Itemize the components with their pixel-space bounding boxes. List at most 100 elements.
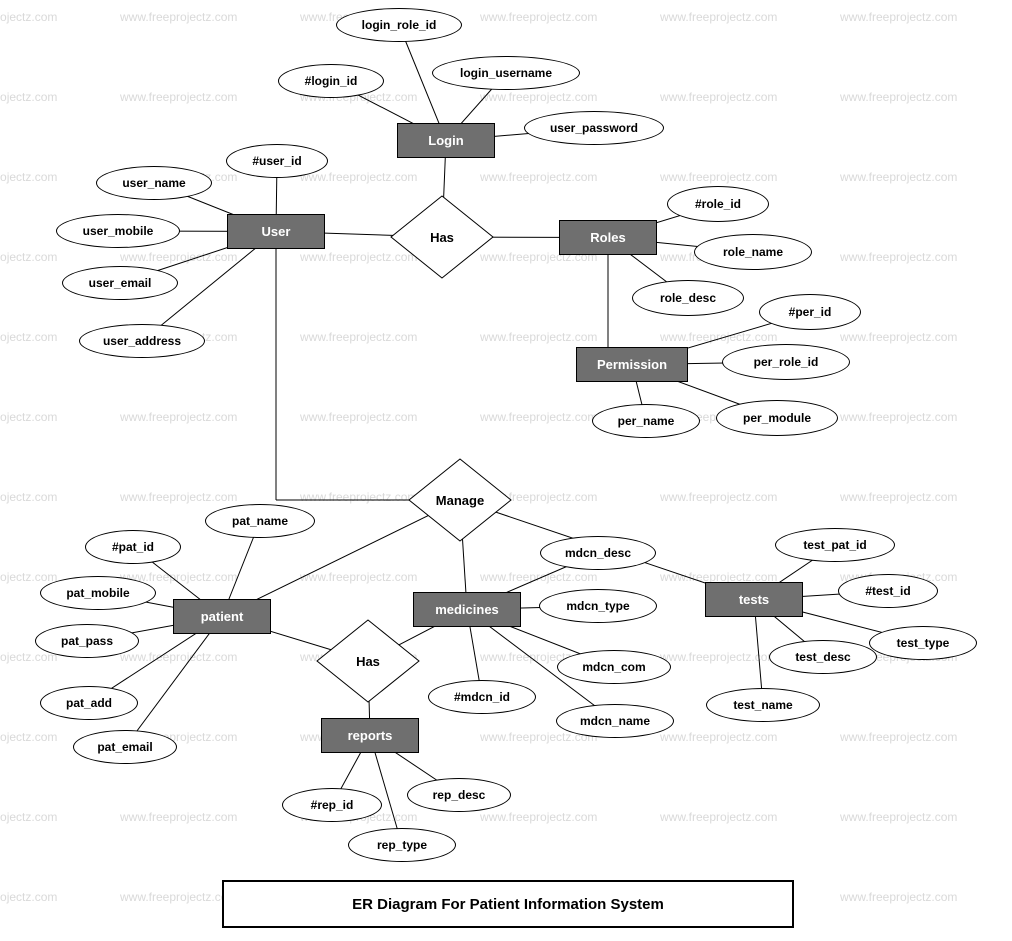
entity-user: User [227, 214, 325, 249]
attribute-pat_mobile: pat_mobile [40, 576, 156, 610]
watermark-text: www.freeprojectz.com [0, 330, 57, 344]
entity-roles: Roles [559, 220, 657, 255]
attribute-label: mdcn_com [582, 660, 645, 674]
entity-label: Roles [590, 230, 625, 245]
relationship-label: Manage [408, 458, 512, 542]
attribute-label: #rep_id [311, 798, 354, 812]
watermark-text: www.freeprojectz.com [840, 490, 957, 504]
entity-login: Login [397, 123, 495, 158]
attribute-label: #mdcn_id [454, 690, 510, 704]
entity-tests: tests [705, 582, 803, 617]
attribute-label: #role_id [695, 197, 741, 211]
entity-label: medicines [435, 602, 499, 617]
entity-label: Login [428, 133, 463, 148]
attribute-label: per_role_id [754, 355, 819, 369]
watermark-text: www.freeprojectz.com [660, 170, 777, 184]
attribute-label: user_address [103, 334, 181, 348]
watermark-text: www.freeprojectz.com [0, 170, 57, 184]
watermark-text: www.freeprojectz.com [0, 250, 57, 264]
entity-reports: reports [321, 718, 419, 753]
watermark-text: www.freeprojectz.com [480, 810, 597, 824]
attribute-label: #per_id [789, 305, 832, 319]
attribute-test_type: test_type [869, 626, 977, 660]
watermark-text: www.freeprojectz.com [300, 490, 417, 504]
watermark-text: www.freeprojectz.com [480, 330, 597, 344]
watermark-text: www.freeprojectz.com [120, 890, 237, 904]
attribute-mdcn_type: mdcn_type [539, 589, 657, 623]
attribute-user_password: user_password [524, 111, 664, 145]
attribute-mdcn_id: #mdcn_id [428, 680, 536, 714]
watermark-text: www.freeprojectz.com [840, 410, 957, 424]
attribute-test_name: test_name [706, 688, 820, 722]
attribute-mdcn_desc: mdcn_desc [540, 536, 656, 570]
attribute-test_id: #test_id [838, 574, 938, 608]
entity-label: tests [739, 592, 769, 607]
entity-permission: Permission [576, 347, 688, 382]
diagram-title-box: ER Diagram For Patient Information Syste… [222, 880, 794, 928]
attribute-label: test_name [733, 698, 792, 712]
attribute-label: pat_pass [61, 634, 113, 648]
watermark-text: www.freeprojectz.com [0, 490, 57, 504]
attribute-label: #test_id [865, 584, 910, 598]
watermark-text: www.freeprojectz.com [480, 10, 597, 24]
attribute-label: role_name [723, 245, 783, 259]
relationship-has_bottom: Has [316, 619, 420, 703]
attribute-pat_pass: pat_pass [35, 624, 139, 658]
attribute-role_id: #role_id [667, 186, 769, 222]
watermark-text: www.freeprojectz.com [660, 650, 777, 664]
attribute-label: login_username [460, 66, 552, 80]
attribute-label: #login_id [305, 74, 358, 88]
attribute-test_desc: test_desc [769, 640, 877, 674]
entity-label: reports [348, 728, 393, 743]
attribute-label: #user_id [252, 154, 301, 168]
watermark-text: www.freeprojectz.com [840, 330, 957, 344]
attribute-per_id: #per_id [759, 294, 861, 330]
watermark-text: www.freeprojectz.com [120, 10, 237, 24]
watermark-text: www.freeprojectz.com [480, 90, 597, 104]
watermark-text: www.freeprojectz.com [120, 250, 237, 264]
attribute-mdcn_com: mdcn_com [557, 650, 671, 684]
attribute-pat_add: pat_add [40, 686, 138, 720]
attribute-label: per_name [618, 414, 675, 428]
watermark-text: www.freeprojectz.com [120, 810, 237, 824]
attribute-label: login_role_id [362, 18, 437, 32]
attribute-label: user_password [550, 121, 638, 135]
watermark-text: www.freeprojectz.com [840, 90, 957, 104]
watermark-text: www.freeprojectz.com [300, 570, 417, 584]
attribute-role_desc: role_desc [632, 280, 744, 316]
attribute-label: pat_mobile [66, 586, 129, 600]
relationship-has_top: Has [390, 195, 494, 279]
attribute-pat_id: #pat_id [85, 530, 181, 564]
attribute-user_email: user_email [62, 266, 178, 300]
watermark-text: www.freeprojectz.com [0, 730, 57, 744]
watermark-text: www.freeprojectz.com [300, 330, 417, 344]
watermark-text: www.freeprojectz.com [0, 890, 57, 904]
attribute-label: rep_desc [433, 788, 486, 802]
attribute-per_role_id: per_role_id [722, 344, 850, 380]
attribute-role_name: role_name [694, 234, 812, 270]
watermark-text: www.freeprojectz.com [120, 650, 237, 664]
watermark-text: www.freeprojectz.com [480, 170, 597, 184]
attribute-label: user_mobile [83, 224, 154, 238]
attribute-label: user_email [89, 276, 152, 290]
attribute-pat_email: pat_email [73, 730, 177, 764]
attribute-label: mdcn_type [566, 599, 629, 613]
watermark-text: www.freeprojectz.com [840, 250, 957, 264]
attribute-user_mobile: user_mobile [56, 214, 180, 248]
entity-label: patient [201, 609, 244, 624]
watermark-text: www.freeprojectz.com [660, 810, 777, 824]
watermark-text: www.freeprojectz.com [120, 90, 237, 104]
attribute-label: per_module [743, 411, 811, 425]
watermark-text: www.freeprojectz.com [660, 330, 777, 344]
watermark-text: www.freeprojectz.com [300, 410, 417, 424]
watermark-text: www.freeprojectz.com [120, 490, 237, 504]
watermark-text: www.freeprojectz.com [840, 10, 957, 24]
attribute-rep_id: #rep_id [282, 788, 382, 822]
attribute-login_id: #login_id [278, 64, 384, 98]
attribute-label: test_pat_id [803, 538, 866, 552]
watermark-text: www.freeprojectz.com [660, 10, 777, 24]
attribute-login_username: login_username [432, 56, 580, 90]
attribute-pat_name: pat_name [205, 504, 315, 538]
watermark-text: www.freeprojectz.com [0, 810, 57, 824]
attribute-per_module: per_module [716, 400, 838, 436]
